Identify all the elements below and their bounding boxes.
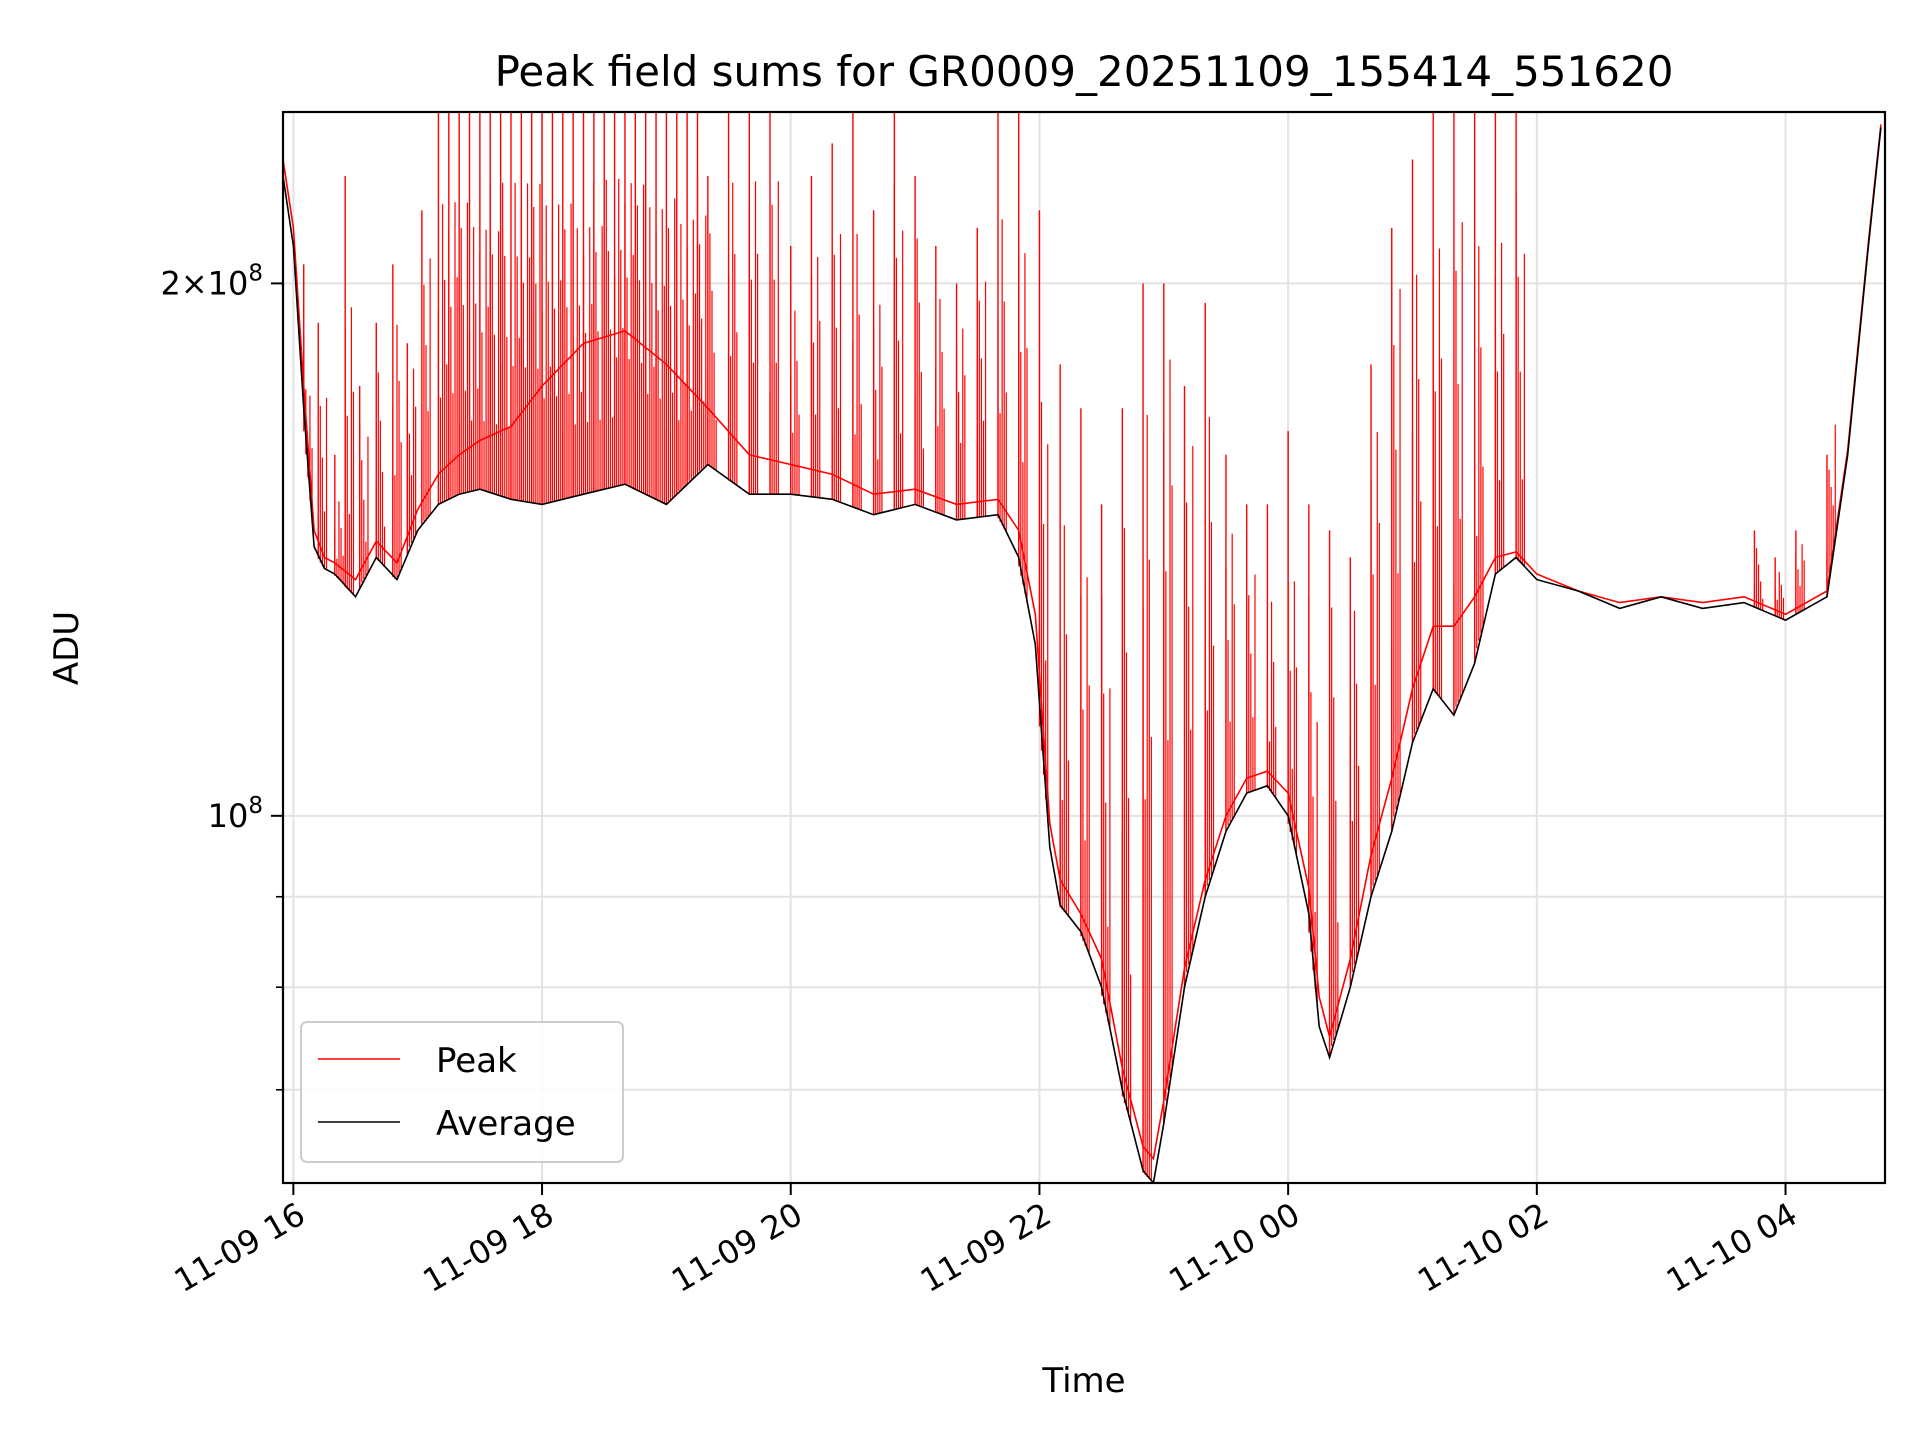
series-layer — [283, 112, 1882, 1183]
y-tick-base: 10 — [208, 264, 249, 302]
series-line-average — [283, 127, 1882, 1183]
chart-title: Peak field sums for GR0009_20251109_1554… — [495, 47, 1674, 96]
y-tick-exponent: 8 — [248, 793, 263, 819]
y-tick-label: 2×108 — [160, 260, 263, 302]
y-tick-exponent: 8 — [248, 260, 263, 286]
legend: Peak Average — [300, 1021, 624, 1163]
x-axis-label: Time — [1041, 1361, 1125, 1401]
legend-label-peak: Peak — [436, 1041, 517, 1081]
legend-box — [300, 1021, 624, 1163]
legend-label-average: Average — [436, 1104, 576, 1144]
y-tick-mantissa: 2× — [160, 264, 207, 302]
y-tick-base: 10 — [208, 797, 249, 835]
peak-spikes — [303, 112, 1836, 1181]
plot-frame — [281, 110, 1887, 1185]
y-tick-label: 108 — [208, 793, 263, 835]
y-axis-label: ADU — [47, 611, 87, 685]
